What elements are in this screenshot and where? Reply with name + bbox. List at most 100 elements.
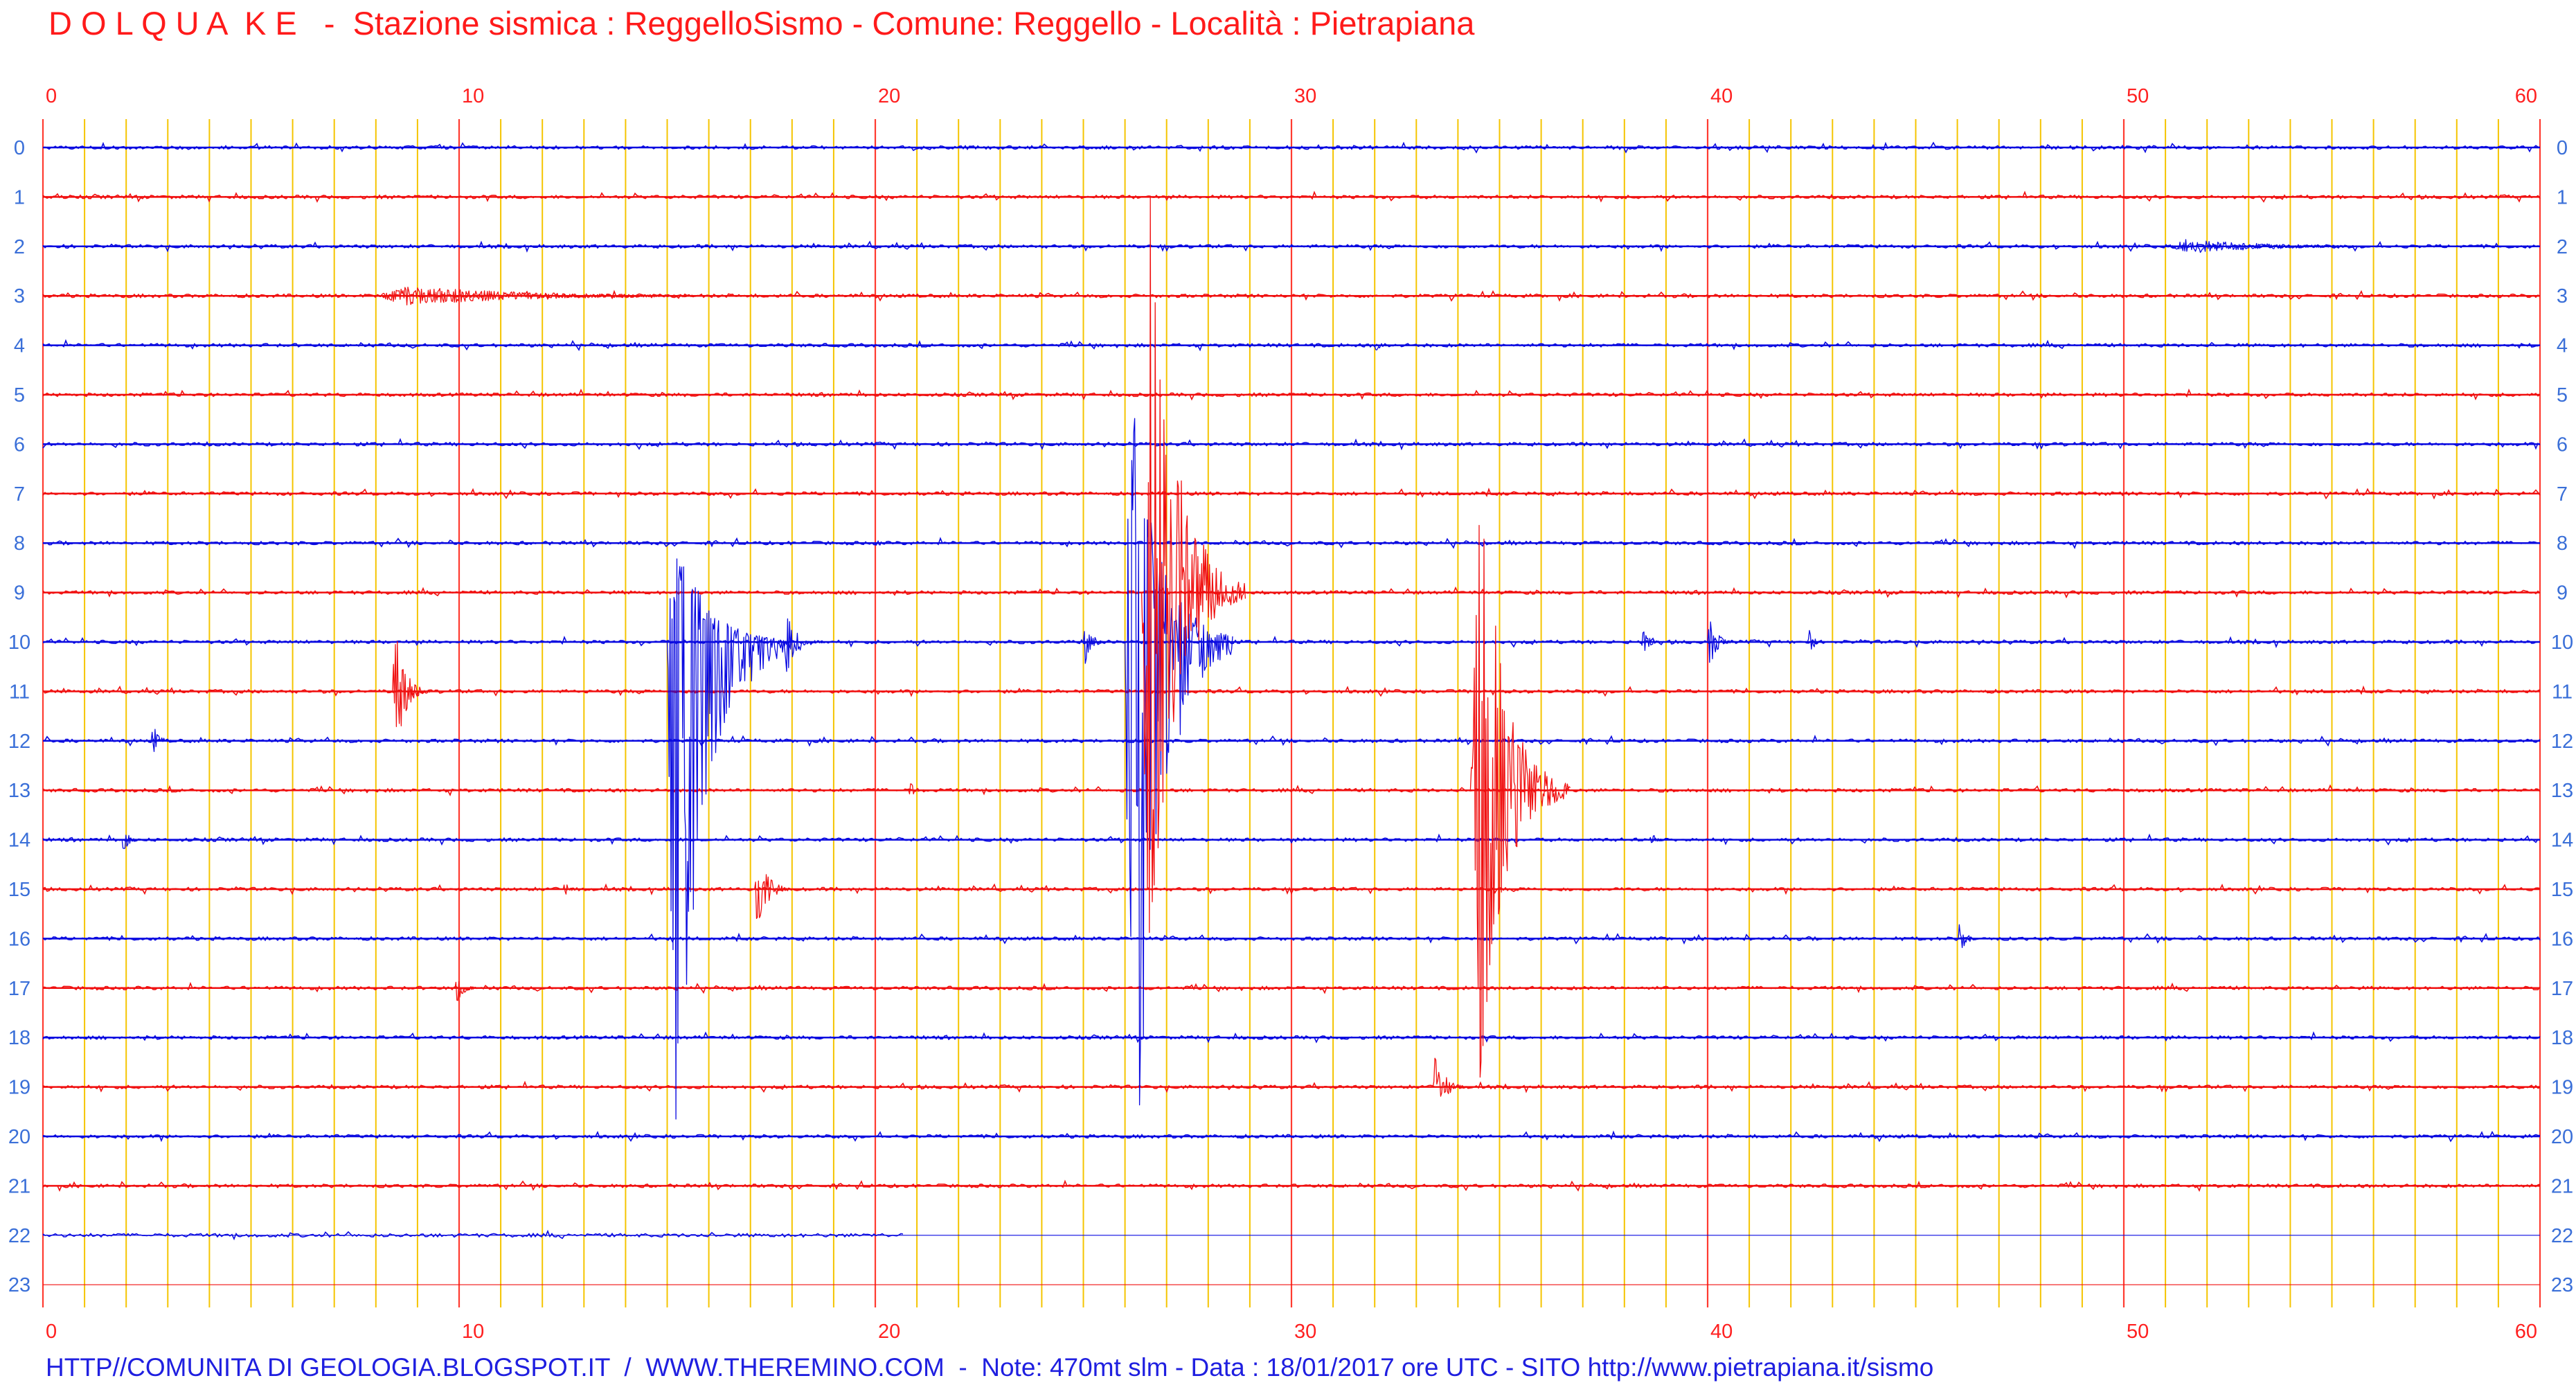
seismic-event [150, 729, 176, 752]
helicorder-chart: 0 10 20 30 40 50 60 0 10 20 30 40 50 60 012345678910… [8, 85, 2573, 1343]
row-label-right: 15 [2551, 879, 2573, 901]
seismic-event [121, 834, 143, 849]
trace-row [42, 883, 2541, 896]
seismic-event [2165, 239, 2498, 253]
row-label-right: 16 [2551, 928, 2573, 950]
x-tick-label-top: 0 [46, 85, 57, 107]
seismic-event [562, 884, 584, 895]
trace-row [42, 635, 2541, 649]
seismic-event [1124, 418, 1233, 1106]
row-label-left: 17 [8, 978, 30, 1000]
trace-row [42, 685, 2541, 697]
x-axis-bottom: 0 10 20 30 40 50 60 [46, 1321, 2537, 1343]
trace-row [42, 1080, 2541, 1093]
seismic-event [1469, 524, 1571, 1078]
chart-title: D O L Q U A K E - Stazione sismica : Reg… [48, 5, 1475, 42]
seismic-event [754, 874, 796, 920]
seismic-event [1141, 196, 1246, 933]
trace-row [42, 833, 2541, 846]
x-tick-label-top: 50 [2127, 85, 2149, 107]
row-label-left: 3 [14, 285, 25, 307]
seismic-event [392, 641, 430, 727]
row-label-left: 14 [8, 830, 30, 852]
row-label-right: 12 [2551, 731, 2573, 753]
seismic-event [1707, 621, 1737, 663]
row-label-left: 18 [8, 1027, 30, 1049]
x-tick-label-bottom: 50 [2127, 1321, 2149, 1343]
seismic-event [783, 618, 825, 672]
row-label-left: 21 [8, 1175, 30, 1197]
row-label-left: 11 [9, 681, 30, 703]
trace-row [42, 488, 2541, 500]
row-label-right: 11 [2552, 681, 2573, 703]
row-label-right: 13 [2551, 780, 2573, 802]
seismic-event [1649, 835, 1670, 843]
row-label-left: 4 [14, 335, 25, 357]
row-label-right: 4 [2557, 335, 2568, 357]
row-label-left: 0 [14, 137, 25, 159]
x-tick-label-top: 60 [2515, 85, 2537, 107]
row-label-left: 8 [14, 533, 25, 555]
seismic-event [875, 540, 896, 546]
row-label-right: 20 [2551, 1126, 2573, 1148]
row-label-right: 8 [2557, 533, 2568, 555]
trace-row [42, 388, 2541, 401]
trace-row [42, 339, 2541, 352]
row-label-left: 23 [8, 1274, 30, 1296]
x-tick-label-top: 10 [462, 85, 484, 107]
grid [42, 119, 2541, 1307]
row-label-right: 9 [2557, 582, 2568, 605]
x-tick-label-bottom: 20 [878, 1321, 900, 1343]
trace-row [42, 141, 2541, 154]
row-label-left: 7 [14, 483, 25, 506]
row-label-left: 6 [14, 434, 25, 456]
seismic-event [1807, 629, 1828, 650]
footer-credits: HTTP//COMUNITA DI GEOLOGIA.BLOGSPOT.IT /… [46, 1353, 1934, 1382]
row-label-right: 7 [2557, 483, 2568, 506]
trace-row [42, 1229, 904, 1241]
events [121, 196, 2498, 1120]
trace-row [42, 932, 2541, 945]
x-tick-label-bottom: 30 [1294, 1321, 1316, 1343]
x-tick-label-top: 30 [1294, 85, 1316, 107]
trace-row [42, 1130, 2540, 1143]
row-label-right: 5 [2557, 384, 2568, 406]
seismic-event [908, 783, 929, 795]
seismic-event [1640, 631, 1666, 651]
x-tick-label-bottom: 10 [462, 1321, 484, 1343]
row-label-left: 10 [8, 632, 30, 654]
trace-row [42, 240, 2541, 253]
seismic-event [666, 558, 791, 1120]
row-label-left: 9 [14, 582, 25, 605]
trace-row [42, 586, 2541, 599]
seismic-event [1374, 343, 1395, 351]
row-label-left: 5 [14, 384, 25, 406]
row-label-right: 18 [2551, 1027, 2573, 1049]
row-label-left: 19 [8, 1077, 30, 1099]
seismic-event [1957, 924, 1987, 949]
x-tick-label-top: 40 [1710, 85, 1733, 107]
trace-row [42, 438, 2541, 451]
trace-row [42, 734, 2541, 747]
row-label-left: 22 [8, 1225, 30, 1247]
row-label-left: 13 [8, 780, 30, 802]
row-label-left: 20 [8, 1126, 30, 1148]
row-label-right: 1 [2557, 186, 2568, 208]
row-label-right: 23 [2551, 1274, 2573, 1296]
x-tick-label-top: 20 [878, 85, 900, 107]
x-tick-label-bottom: 60 [2515, 1321, 2537, 1343]
row-label-left: 2 [14, 236, 25, 258]
row-label-right: 6 [2557, 434, 2568, 456]
row-label-left: 1 [14, 186, 25, 208]
row-label-right: 14 [2551, 830, 2573, 852]
row-label-right: 2 [2557, 236, 2568, 258]
trace-row [42, 1179, 2541, 1192]
seismic-event [1082, 631, 1108, 664]
row-label-left: 15 [8, 879, 30, 901]
seismic-event [1432, 1057, 1470, 1097]
trace-row [42, 784, 2541, 796]
row-label-right: 22 [2551, 1225, 2573, 1247]
row-label-right: 3 [2557, 285, 2568, 307]
